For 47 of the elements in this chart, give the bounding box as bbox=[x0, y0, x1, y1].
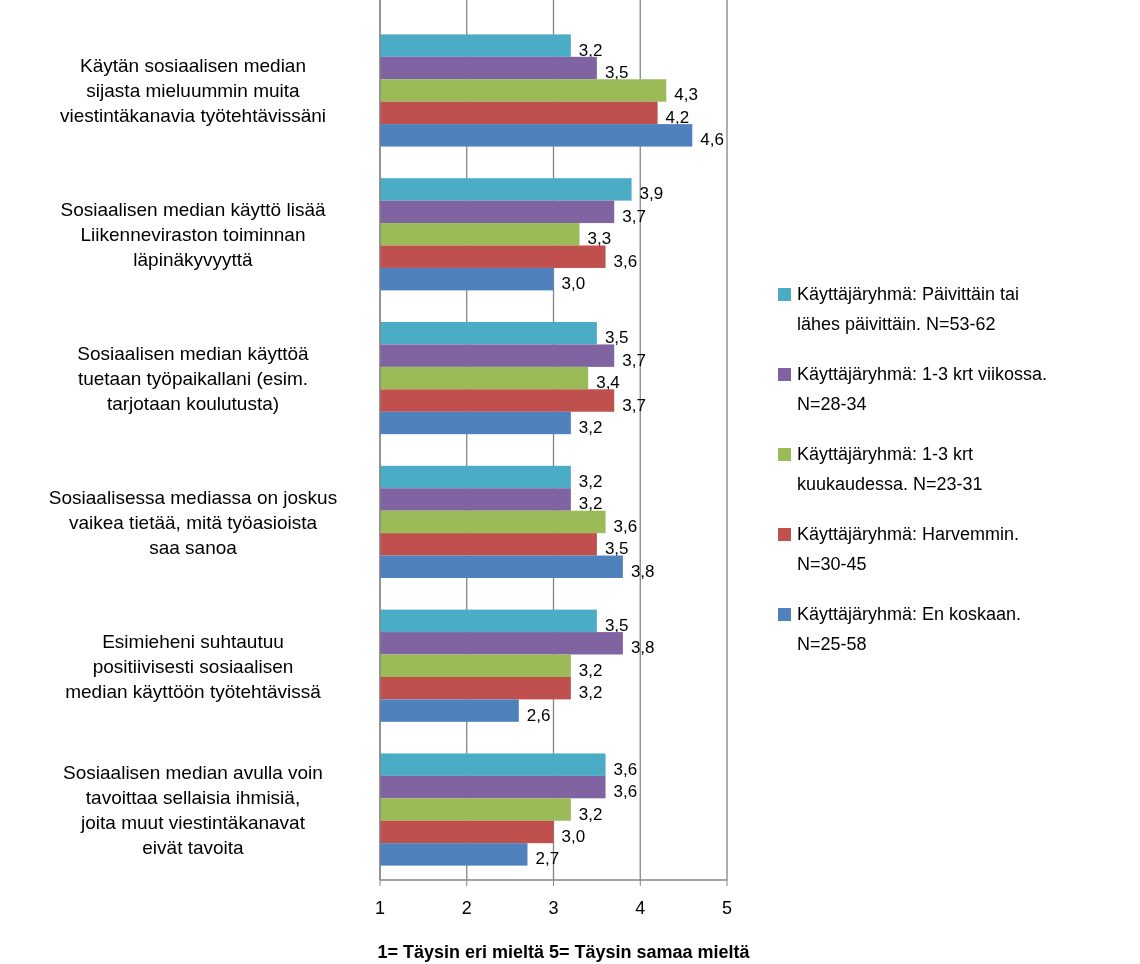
y-tick-label: Esimieheni suhtautuu positiivisesti sosiaalisen median käyttöön työtehtävissä bbox=[65, 630, 322, 702]
data-label: 3,2 bbox=[578, 683, 603, 703]
data-label: 3,7 bbox=[622, 395, 646, 415]
data-label: 3,8 bbox=[630, 561, 655, 581]
x-tick-label: 1 bbox=[374, 898, 386, 918]
data-label: 4,2 bbox=[665, 107, 690, 127]
x-tick-label: 4 bbox=[635, 898, 646, 918]
data-label: 3,7 bbox=[622, 350, 646, 370]
data-label: 3,5 bbox=[604, 328, 629, 348]
data-label: 4,3 bbox=[674, 85, 698, 105]
data-label: 3,5 bbox=[604, 539, 629, 559]
legend-label: Käyttäjäryhmä: 1-3 krt viikossa. N=28-34 bbox=[797, 364, 1048, 414]
data-label: 3,2 bbox=[578, 417, 603, 437]
data-label: 3,9 bbox=[639, 184, 664, 204]
data-label: 4,6 bbox=[700, 130, 724, 150]
x-axis-title: 1= Täysin eri mieltä 5= Täysin samaa mieltä bbox=[377, 942, 751, 962]
y-tick-label: Sosiaalisen median käyttö lisää Liikenneviraston toiminnan läpinäkyvyyttä bbox=[60, 199, 326, 271]
data-label: 3,6 bbox=[613, 251, 638, 271]
data-label: 3,2 bbox=[578, 494, 603, 514]
data-label: 3,6 bbox=[613, 759, 638, 779]
legend-label: Käyttäjäryhmä: En koskaan. N=25-58 bbox=[797, 604, 1022, 654]
y-tick-label: Sosiaalisen median avulla voin tavoittaa sellaisia ihmisiä, joita muut viestintäkanavat eivät tavoita bbox=[63, 762, 323, 859]
data-label: 2,6 bbox=[526, 705, 551, 725]
y-tick-label: Sosiaalisen median käyttöä tuetaan työpaikallani (esim. tarjotaan koulutusta) bbox=[77, 343, 310, 415]
data-label: 3,5 bbox=[604, 615, 629, 635]
data-label: 3,8 bbox=[630, 638, 655, 658]
data-label: 3,6 bbox=[613, 516, 638, 536]
data-label: 3,5 bbox=[604, 63, 629, 83]
data-label: 2,7 bbox=[535, 849, 560, 869]
x-tick-label: 3 bbox=[548, 898, 559, 918]
data-label: 3,7 bbox=[622, 206, 646, 226]
legend-label: Käyttäjäryhmä: Päivittäin tai lähes päivittäin. N=53-62 bbox=[797, 284, 1020, 334]
data-label: 3,2 bbox=[578, 804, 603, 824]
legend-label: Käyttäjäryhmä: Harvemmin. N=30-45 bbox=[797, 524, 1020, 574]
data-label: 3,3 bbox=[587, 229, 612, 249]
y-tick-label: Sosiaalisessa mediassa on joskus vaikea tietää, mitä työasioista saa sanoa bbox=[48, 486, 338, 558]
data-label: 3,2 bbox=[578, 40, 603, 60]
data-label: 3,2 bbox=[578, 660, 603, 680]
data-label: 3,0 bbox=[561, 274, 586, 294]
data-label: 3,4 bbox=[596, 373, 620, 393]
x-tick-label: 2 bbox=[461, 898, 472, 918]
data-label: 3,0 bbox=[561, 826, 586, 846]
data-label: 3,2 bbox=[578, 472, 603, 492]
data-label: 3,6 bbox=[613, 782, 638, 802]
legend-label: Käyttäjäryhmä: 1-3 krt kuukaudessa. N=23-31 bbox=[797, 444, 983, 494]
x-tick-label: 5 bbox=[721, 898, 733, 918]
y-tick-label: Käytän sosiaalisen median sijasta mieluummin muita viestintäkanavia työtehtävissäni bbox=[59, 55, 327, 127]
